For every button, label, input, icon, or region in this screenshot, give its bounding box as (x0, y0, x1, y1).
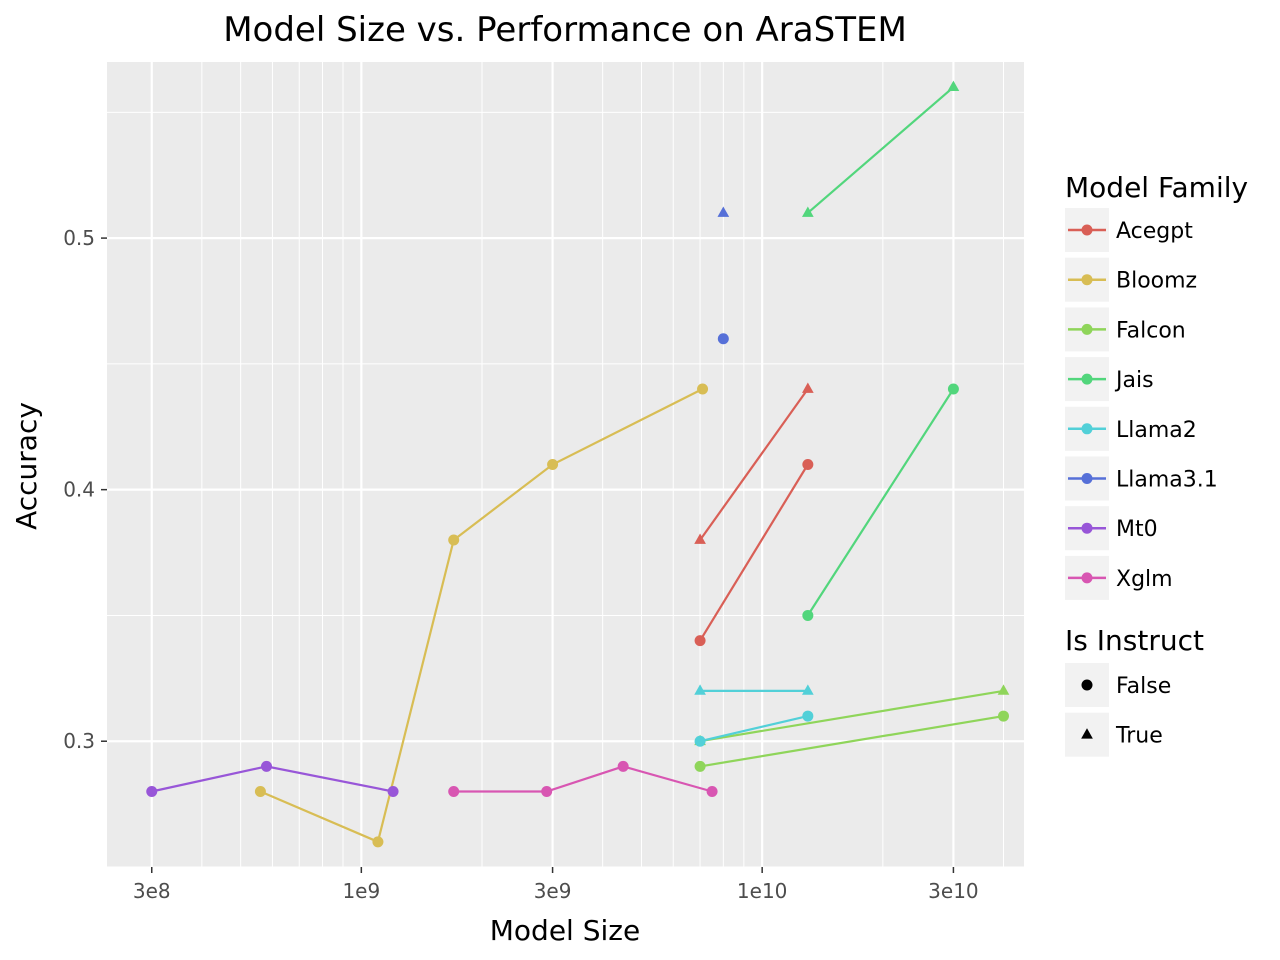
series-line-jais-instruct (807, 86, 955, 214)
data-point-llama2-base (694, 735, 706, 747)
plot-panel (107, 62, 1024, 867)
chart-title: Model Size vs. Performance on AraSTEM (223, 10, 907, 50)
triangle-marker-icon (1081, 728, 1093, 739)
data-point-llama2-instruct (801, 684, 814, 695)
legend-key-marker (1081, 224, 1093, 236)
data-point-llama2-instruct (694, 684, 706, 695)
data-point-mt0-base (261, 760, 273, 772)
data-point-bloomz-base (254, 786, 266, 798)
legend-label: Llama3.1 (1116, 468, 1218, 493)
series-xglm (448, 760, 718, 798)
y-axis-title: Accuracy (10, 402, 43, 530)
legend-item-xglm: Xglm (1065, 555, 1173, 600)
series-line-falcon-instruct (699, 689, 1004, 743)
series-line-jais-base (806, 388, 955, 616)
legend-key-marker (1081, 274, 1093, 286)
legend: Model Family Acegpt Bloomz Falcon Jais Llama… (1065, 171, 1248, 757)
legend-item-llama3-1: Llama3.1 (1065, 456, 1218, 501)
legend-item-jais: Jais (1065, 357, 1154, 402)
legend-label: Bloomz (1116, 269, 1197, 294)
series-llama3-1 (717, 206, 730, 345)
data-point-xglm-base (706, 786, 718, 798)
data-point-llama3-1-instruct (717, 206, 730, 217)
series-layer (146, 80, 1010, 848)
legend-color-title: Model Family (1065, 171, 1248, 204)
legend-label: True (1115, 724, 1163, 749)
series-bloomz (254, 383, 709, 848)
minor-gridlines (107, 62, 1024, 868)
x-axis-ticks: 3e8 1e9 3e9 1e10 3e10 (133, 867, 979, 903)
legend-item-acegpt: Acegpt (1065, 208, 1193, 252)
data-point-jais-instruct (947, 80, 960, 92)
data-point-jais-instruct (801, 206, 814, 217)
data-point-mt0-base (387, 786, 399, 798)
x-tick-label: 1e9 (342, 879, 380, 903)
legend-label: Xglm (1116, 567, 1173, 592)
data-point-xglm-base (541, 786, 553, 798)
legend-item-llama2: Llama2 (1065, 406, 1197, 451)
series-acegpt (694, 382, 814, 647)
data-point-falcon-instruct (997, 684, 1010, 695)
data-point-bloomz-base (372, 836, 384, 848)
series-line-acegpt-instruct (699, 388, 809, 541)
legend-key-marker (1081, 373, 1093, 385)
data-point-jais-base (947, 383, 959, 395)
data-point-acegpt-instruct (801, 382, 814, 393)
x-axis-title: Model Size (490, 914, 640, 947)
legend-label: Llama2 (1116, 418, 1197, 443)
data-point-bloomz-base (697, 383, 709, 395)
legend-color-items: Acegpt Bloomz Falcon Jais Llama2 Llama3.1 Mt0 X… (1065, 208, 1218, 600)
x-tick-label: 3e8 (133, 879, 171, 903)
series-mt0 (146, 760, 399, 798)
legend-item-mt0: Mt0 (1065, 506, 1158, 551)
legend-label: False (1116, 674, 1171, 699)
data-point-acegpt-instruct (694, 533, 706, 544)
y-tick-label: 0.5 (63, 226, 95, 250)
x-tick-label: 3e9 (534, 879, 572, 903)
data-point-bloomz-base (448, 534, 460, 546)
y-axis-ticks: 0.3 0.4 0.5 (63, 226, 107, 753)
data-point-falcon-base (694, 760, 706, 772)
legend-key-marker (1081, 522, 1093, 534)
x-tick-label: 1e10 (737, 879, 787, 903)
series-line-llama2-base (699, 715, 809, 743)
data-point-xglm-base (617, 760, 629, 772)
data-point-xglm-base (448, 786, 460, 798)
legend-key-marker (1081, 473, 1093, 484)
legend-label: Falcon (1116, 318, 1186, 343)
data-point-acegpt-base (802, 459, 814, 470)
legend-key-marker (1081, 323, 1093, 335)
series-llama2 (694, 684, 814, 747)
legend-label: Mt0 (1116, 517, 1158, 542)
data-point-bloomz-base (547, 459, 559, 470)
legend-shape-items: False True (1065, 663, 1171, 757)
legend-item-falcon: Falcon (1065, 307, 1186, 352)
legend-key-marker (1081, 572, 1093, 584)
data-point-llama2-base (802, 710, 814, 722)
data-point-llama3-1-base (717, 333, 729, 345)
data-point-acegpt-base (694, 635, 706, 647)
y-tick-label: 0.3 (63, 729, 95, 753)
series-line-acegpt-base (699, 463, 809, 642)
legend-label: Jais (1114, 368, 1154, 393)
series-falcon (694, 684, 1010, 772)
data-point-falcon-base (997, 710, 1009, 722)
circle-marker-icon (1081, 679, 1093, 691)
series-line-falcon-base (699, 715, 1004, 768)
legend-item-bloomz: Bloomz (1065, 257, 1197, 302)
data-point-jais-base (802, 609, 814, 621)
series-line-xglm-base (453, 765, 713, 793)
series-jais (801, 80, 960, 621)
x-tick-label: 3e10 (928, 879, 978, 903)
y-tick-label: 0.4 (63, 478, 95, 502)
legend-shape-false: False (1065, 663, 1171, 707)
legend-key-marker (1081, 423, 1093, 435)
legend-shape-true: True (1065, 712, 1163, 757)
data-point-mt0-base (146, 786, 158, 798)
legend-label: Acegpt (1116, 219, 1193, 244)
legend-shape-title: Is Instruct (1065, 624, 1204, 657)
